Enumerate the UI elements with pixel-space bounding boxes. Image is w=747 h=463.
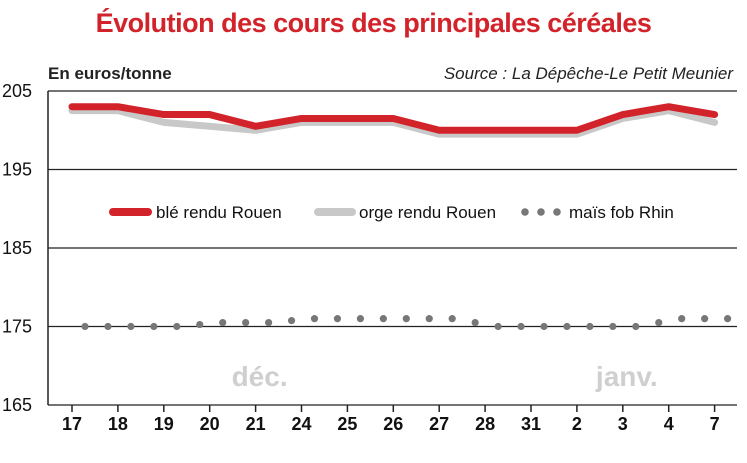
mais-point xyxy=(655,318,663,327)
mais-point xyxy=(724,315,732,323)
x-tick-label: 18 xyxy=(108,414,128,434)
x-tick-label: 27 xyxy=(429,414,449,434)
mais-point xyxy=(310,315,319,323)
unit-label: En euros/tonne xyxy=(48,64,172,83)
mais-point xyxy=(471,318,479,327)
mais-point xyxy=(632,322,640,331)
mais-point xyxy=(701,315,709,323)
series-line-ble xyxy=(68,103,719,134)
x-tick-label: 20 xyxy=(200,414,220,434)
mais-point xyxy=(678,315,686,323)
month-label: janv. xyxy=(595,361,658,392)
mais-point xyxy=(333,315,342,323)
mais-point xyxy=(402,315,410,323)
legend-label-orge: orge rendu Rouen xyxy=(359,203,496,222)
legend-swatch-mais-dot xyxy=(521,208,529,216)
x-tick-label: 17 xyxy=(62,414,82,434)
x-tick-label: 26 xyxy=(383,414,403,434)
x-tick-label: 19 xyxy=(154,414,174,434)
legend-swatch-mais-dot xyxy=(537,208,545,216)
y-tick-label: 185 xyxy=(2,238,32,258)
mais-point xyxy=(379,315,387,323)
x-tick-label: 28 xyxy=(475,414,495,434)
mais-point xyxy=(517,322,525,331)
source-label: Source : La Dépêche-Le Petit Meunier xyxy=(443,64,733,83)
y-tick-label: 165 xyxy=(2,395,32,415)
mais-point xyxy=(563,322,571,331)
y-tick-label: 175 xyxy=(2,317,32,337)
mais-point xyxy=(586,322,594,331)
mais-point xyxy=(494,322,502,331)
mais-point xyxy=(287,317,296,325)
mais-point xyxy=(219,318,227,327)
mais-point xyxy=(81,322,89,331)
x-tick-label: 31 xyxy=(521,414,541,434)
mais-point xyxy=(265,318,273,327)
legend-swatch-mais-dot xyxy=(553,208,561,216)
series-line-orge xyxy=(68,107,719,138)
mais-point xyxy=(242,318,250,327)
x-tick-label: 2 xyxy=(572,414,582,434)
mais-point xyxy=(196,320,204,329)
chart-title: Évolution des cours des principales céré… xyxy=(95,8,652,38)
mais-point xyxy=(356,315,364,323)
legend-label-ble: blé rendu Rouen xyxy=(156,203,282,222)
mais-point xyxy=(150,322,158,331)
x-tick-label: 3 xyxy=(618,414,628,434)
y-tick-label: 195 xyxy=(2,160,32,180)
x-tick-label: 4 xyxy=(664,414,674,434)
mais-point xyxy=(104,322,112,331)
month-label: déc. xyxy=(232,361,288,392)
mais-point xyxy=(173,322,181,331)
mais-point xyxy=(127,322,135,331)
y-tick-label: 205 xyxy=(2,81,32,101)
mais-point xyxy=(540,322,548,331)
legend-label-mais: maïs fob Rhin xyxy=(569,203,674,222)
x-tick-label: 21 xyxy=(246,414,266,434)
mais-point xyxy=(425,315,433,323)
x-tick-label: 7 xyxy=(710,414,720,434)
x-tick-label: 24 xyxy=(291,414,311,434)
mais-point xyxy=(609,322,617,331)
x-tick-label: 25 xyxy=(337,414,357,434)
mais-point xyxy=(448,315,456,323)
